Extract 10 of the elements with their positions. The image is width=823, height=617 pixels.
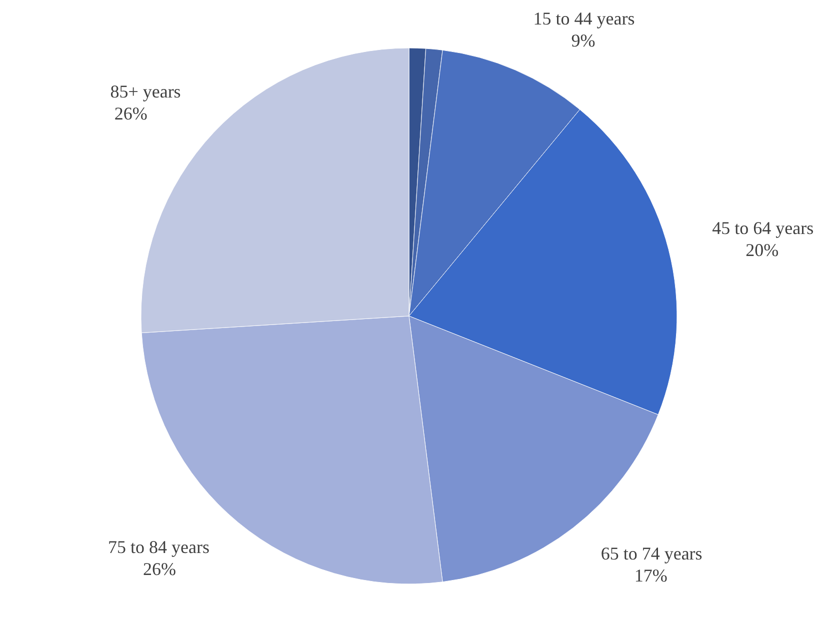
data-label: 20% — [746, 240, 779, 260]
data-label: 26% — [142, 559, 176, 580]
data-label: 9% — [571, 30, 596, 51]
slice-label: 75 to 84 years — [108, 537, 210, 558]
slice-label: 45 to 64 years — [712, 218, 814, 238]
slice-label: 15 to 44 years — [533, 8, 635, 29]
slice-label: 65 to 74 years — [600, 543, 702, 564]
data-label: 17% — [634, 565, 668, 586]
slice-label: 85+ years — [110, 82, 181, 102]
data-label: 26% — [114, 104, 148, 124]
